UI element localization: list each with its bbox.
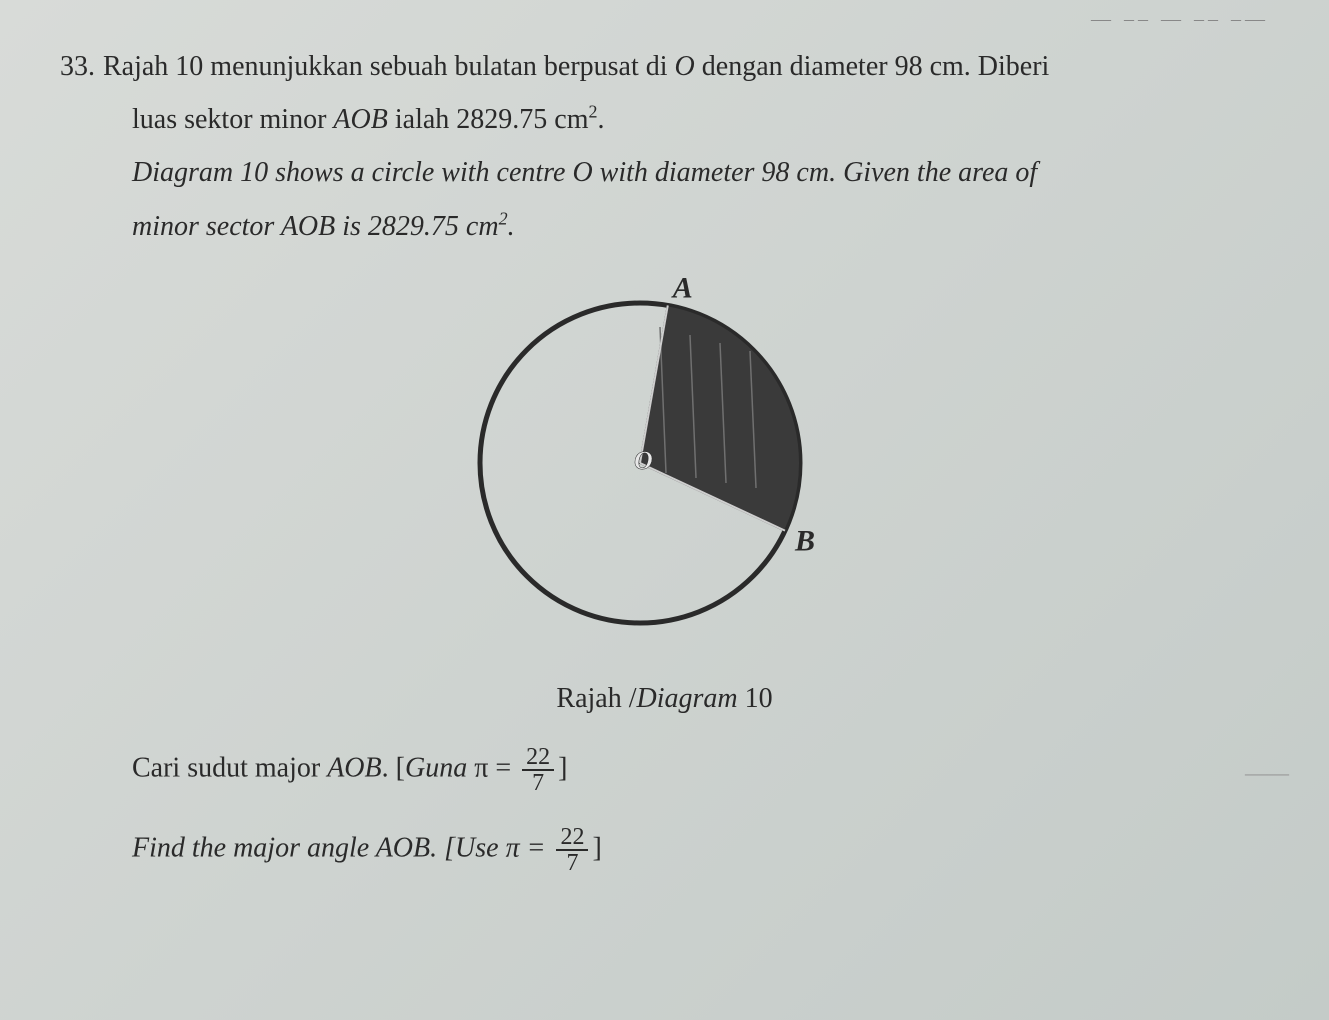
- var-AOB-2: AOB: [327, 752, 381, 783]
- caption-malay: Rajah: [556, 683, 628, 714]
- fraction-1: 227: [522, 745, 554, 795]
- malay-text-1a: Rajah 10 menunjukkan sebuah bulatan berp…: [103, 51, 675, 82]
- var-AOB-1: AOB: [333, 104, 387, 135]
- diagram-caption: Rajah /Diagram 10: [556, 683, 772, 715]
- sq-2: 2: [499, 208, 508, 228]
- svg-text:B: B: [794, 524, 815, 557]
- side-mark-1: ——: [1245, 760, 1289, 786]
- malay-line-2: luas sektor minor AOB ialah 2829.75 cm2.: [60, 93, 1269, 146]
- frac-num-1: 22: [522, 745, 554, 771]
- malay-text-2b: ialah 2829.75 cm: [388, 104, 589, 135]
- caption-container: Rajah /Diagram 10: [60, 683, 1269, 715]
- instr-malay-a: Cari sudut major: [132, 752, 327, 783]
- period-2: .: [508, 211, 515, 242]
- english-text-1: Diagram 10 shows a circle with centre O …: [132, 157, 1037, 188]
- svg-text:A: A: [670, 273, 692, 304]
- pi-eq-2: π =: [499, 832, 553, 863]
- circle-diagram: A B O: [450, 273, 880, 673]
- frac-den-1: 7: [528, 771, 548, 795]
- malay-line-1: 33. Rajah 10 menunjukkan sebuah bulatan b…: [60, 40, 1269, 93]
- instr-english-a: Find the major angle AOB. [Use: [132, 832, 499, 863]
- english-line-2: minor sector AOB is 2829.75 cm2.: [60, 200, 1269, 253]
- guna-text: Guna: [405, 752, 467, 783]
- malay-text-1b: dengan diameter 98 cm. Diberi: [695, 51, 1050, 82]
- question-number: 33.: [60, 40, 95, 93]
- frac-den-2: 7: [562, 851, 582, 875]
- caption-english: Diagram: [636, 683, 737, 714]
- instr-malay-b: . [: [382, 752, 405, 783]
- pi-eq-1: π =: [467, 752, 518, 783]
- instruction-malay: Cari sudut major AOB. [Guna π = 227]: [60, 745, 1269, 795]
- question-text-block: 33. Rajah 10 menunjukkan sebuah bulatan b…: [60, 40, 1269, 253]
- diagram-container: A B O: [60, 273, 1269, 673]
- frac-num-2: 22: [556, 825, 588, 851]
- caption-number: 10: [738, 683, 773, 714]
- svg-text:O: O: [634, 446, 653, 475]
- malay-text-2a: luas sektor minor: [132, 104, 333, 135]
- var-O: O: [675, 51, 695, 82]
- english-line-1: Diagram 10 shows a circle with centre O …: [60, 146, 1269, 199]
- instruction-english: Find the major angle AOB. [Use π = 227]: [60, 825, 1269, 875]
- fraction-2: 227: [556, 825, 588, 875]
- top-scratch-marks: — –– — –– –—: [1091, 8, 1269, 31]
- period-1: .: [597, 104, 604, 135]
- english-text-2: minor sector AOB is 2829.75 cm: [132, 211, 499, 242]
- close-1: ]: [558, 752, 567, 783]
- close-2: ]: [592, 832, 601, 863]
